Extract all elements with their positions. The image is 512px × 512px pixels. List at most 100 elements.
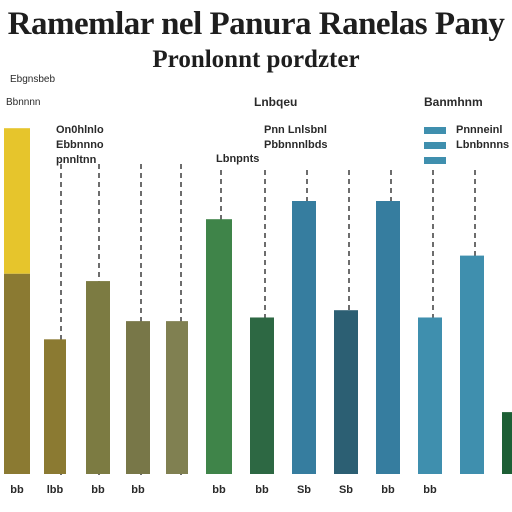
separator-tick: [264, 242, 266, 247]
separator-tick: [98, 236, 100, 241]
separator-tick: [348, 242, 350, 247]
separator-tick: [60, 200, 62, 205]
separator-tick: [264, 197, 266, 202]
x-tick-label: bb: [381, 484, 395, 496]
separator-tick: [60, 263, 62, 268]
separator-tick: [432, 206, 434, 211]
separator-tick: [60, 173, 62, 178]
separator-tick: [264, 296, 266, 301]
separator-tick: [348, 269, 350, 274]
legend-swatch: [424, 157, 446, 164]
bar: [166, 321, 188, 474]
separator-tick: [306, 197, 308, 202]
bar: [44, 339, 66, 474]
separator-tick: [474, 242, 476, 247]
column-label: Pnn Lnlsbnl: [264, 124, 327, 136]
separator-tick: [60, 335, 62, 340]
separator-tick: [140, 281, 142, 286]
separator-tick: [474, 251, 476, 256]
bar: [4, 273, 30, 474]
separator-tick: [348, 251, 350, 256]
bar: [250, 317, 274, 474]
separator-tick: [98, 191, 100, 196]
bar: [418, 317, 442, 474]
bar: [334, 310, 358, 474]
separator-tick: [348, 278, 350, 283]
separator-tick: [264, 287, 266, 292]
separator-tick: [306, 179, 308, 184]
bar: [376, 201, 400, 474]
section-label: Lnbqeu: [254, 95, 298, 109]
separator-tick: [220, 179, 222, 184]
separator-tick: [140, 272, 142, 277]
separator-tick: [180, 308, 182, 313]
separator-tick: [220, 170, 222, 175]
separator-tick: [474, 206, 476, 211]
column-label: Pbbnnnlbds: [264, 139, 328, 151]
separator-tick: [60, 272, 62, 277]
column-label: Lbnpnts: [216, 153, 260, 165]
separator-tick: [180, 290, 182, 295]
separator-tick: [348, 305, 350, 310]
separator-tick: [180, 281, 182, 286]
separator-tick: [140, 299, 142, 304]
separator-tick: [432, 251, 434, 256]
separator-tick: [264, 215, 266, 220]
bar-highlight: [4, 128, 30, 274]
separator-tick: [60, 227, 62, 232]
section-label: Banmhnm: [424, 95, 483, 109]
separator-tick: [60, 164, 62, 169]
separator-tick: [220, 188, 222, 193]
separator-tick: [60, 326, 62, 331]
separator-tick: [140, 173, 142, 178]
separator-tick: [140, 182, 142, 187]
separator-tick: [264, 260, 266, 265]
separator-tick: [60, 182, 62, 187]
x-tick-label: bb: [131, 484, 145, 496]
separator-tick: [60, 281, 62, 286]
separator-tick: [98, 218, 100, 223]
chart-title: Ramemlar nel Panura Ranelas Pany: [7, 6, 505, 42]
separator-tick: [180, 227, 182, 232]
separator-tick: [432, 242, 434, 247]
separator-tick: [140, 317, 142, 322]
separator-tick: [180, 254, 182, 259]
separator-tick: [98, 263, 100, 268]
x-tick-label: bb: [91, 484, 105, 496]
separator-tick: [474, 197, 476, 202]
separator-tick: [140, 290, 142, 295]
separator-tick: [348, 188, 350, 193]
separator-tick: [140, 263, 142, 268]
separator-tick: [390, 170, 392, 175]
separator-tick: [140, 209, 142, 214]
separator-tick: [140, 254, 142, 259]
separator-tick: [98, 200, 100, 205]
separator-tick: [60, 308, 62, 313]
separator-tick: [432, 179, 434, 184]
separator-tick: [264, 170, 266, 175]
separator-tick: [264, 206, 266, 211]
separator-tick: [264, 278, 266, 283]
separator-tick: [98, 164, 100, 169]
bar: [86, 281, 110, 474]
separator-tick: [390, 179, 392, 184]
separator-tick: [220, 215, 222, 220]
x-tick-label: bb: [423, 484, 437, 496]
separator-tick: [432, 269, 434, 274]
separator-tick: [180, 200, 182, 205]
separator-tick: [348, 233, 350, 238]
separator-tick: [140, 200, 142, 205]
separator-tick: [432, 314, 434, 319]
separator-tick: [180, 299, 182, 304]
separator-tick: [348, 179, 350, 184]
separator-tick: [264, 251, 266, 256]
separator-tick: [474, 224, 476, 229]
separator-tick: [98, 245, 100, 250]
separator-tick: [60, 290, 62, 295]
separator-tick: [474, 170, 476, 175]
separator-tick: [220, 197, 222, 202]
bar: [502, 412, 512, 474]
separator-tick: [180, 218, 182, 223]
separator-tick: [98, 272, 100, 277]
separator-tick: [140, 227, 142, 232]
